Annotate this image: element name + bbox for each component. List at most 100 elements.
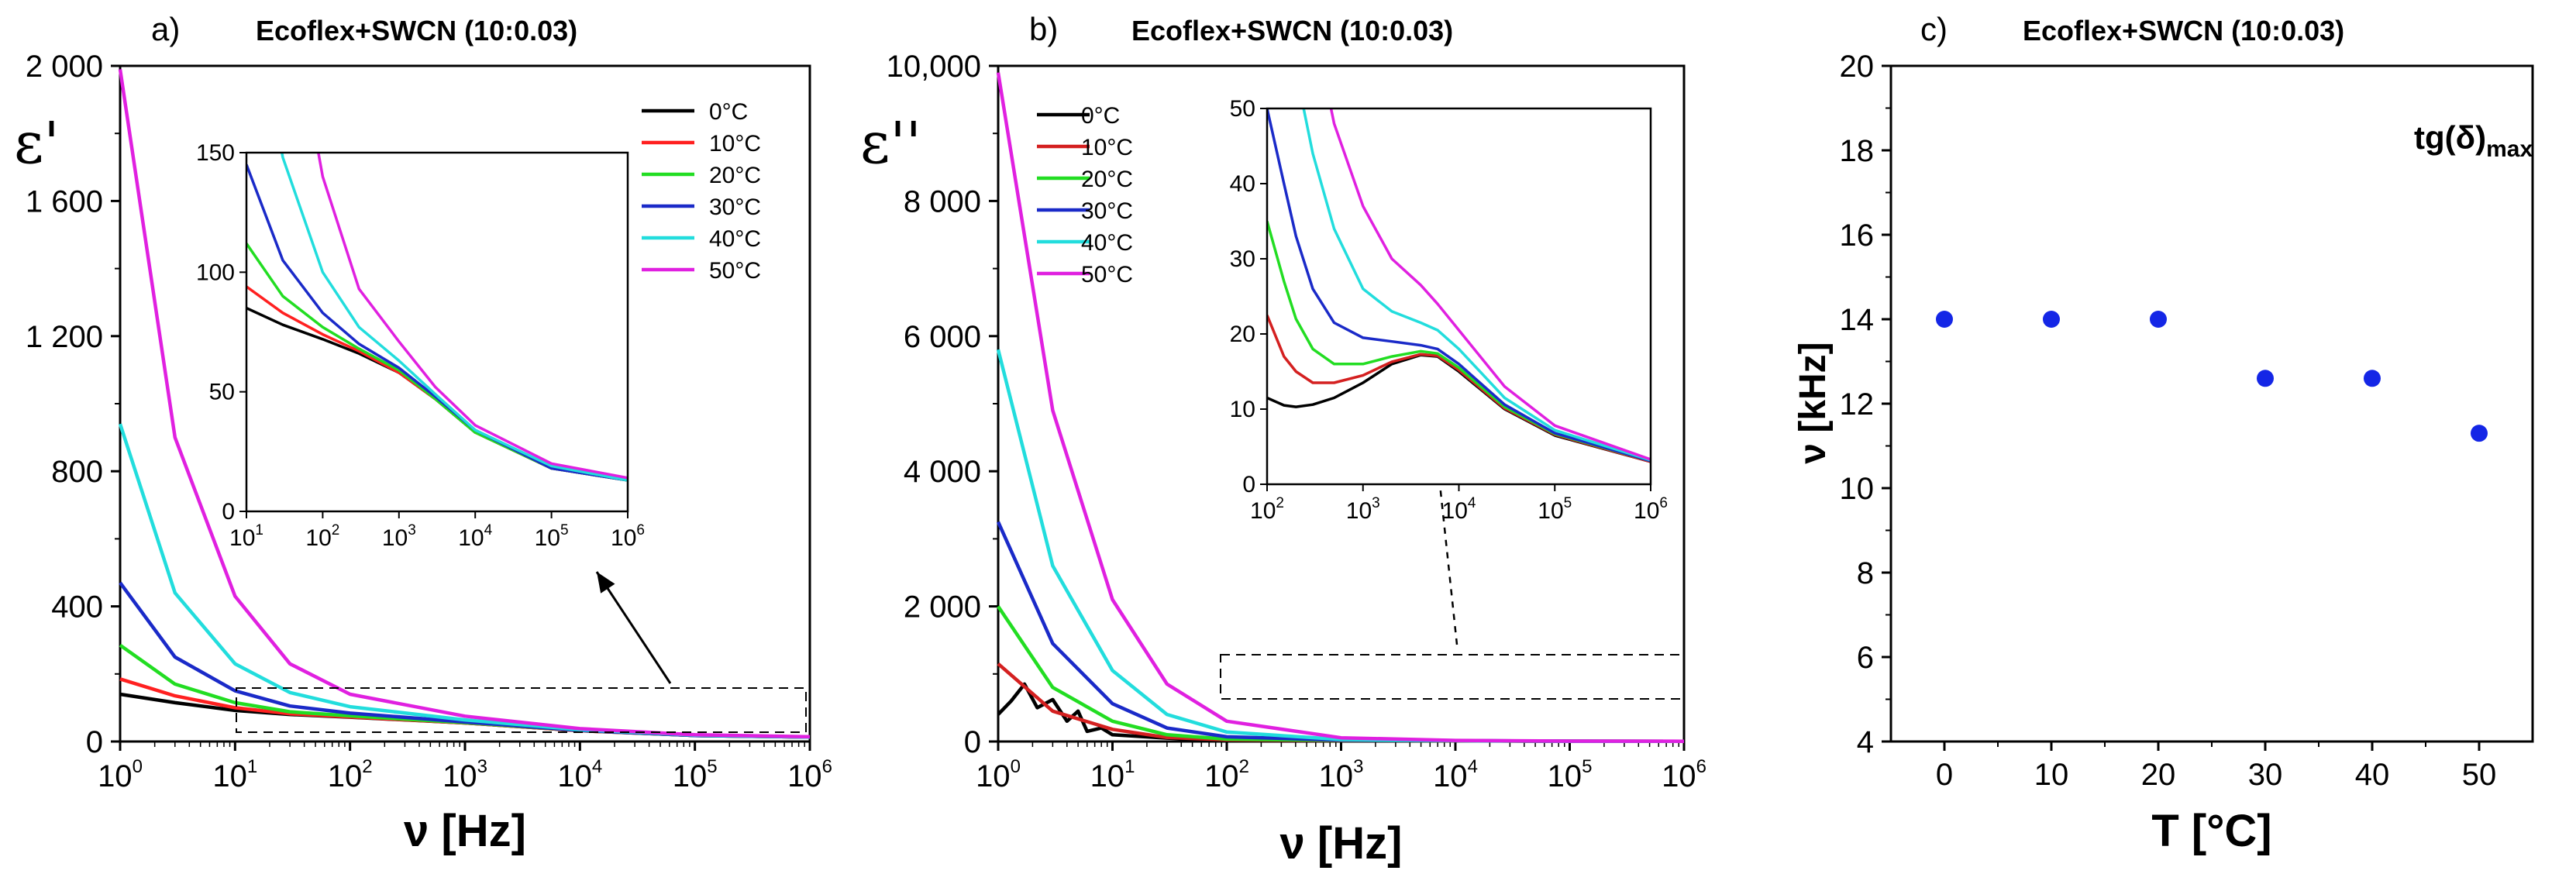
- data-point: [2364, 370, 2381, 387]
- y-tick-label: 10,000: [887, 50, 981, 84]
- inset-y-tick-label: 50: [1230, 96, 1255, 122]
- legend-label-5: 50°C: [1081, 262, 1133, 287]
- inset-y-tick-label: 40: [1230, 171, 1255, 197]
- series-line-2: [997, 605, 1685, 743]
- legend-label-1: 10°C: [709, 131, 761, 157]
- inset-y-tick-label: 0: [1242, 472, 1255, 497]
- inset-x-tick-label: 106: [1634, 495, 1668, 524]
- inset-series-line-5: [317, 153, 628, 480]
- x-axis-label: ν [Hz]: [404, 806, 526, 856]
- x-tick-label: 102: [328, 756, 373, 793]
- panel-label: a): [151, 11, 180, 47]
- x-tick-label: 101: [212, 756, 257, 793]
- legend-label-4: 40°C: [709, 226, 761, 252]
- inset-a: 0 50 100 150 101 102 103 104 105 106: [196, 140, 645, 551]
- y-tick-label: 8: [1857, 556, 1874, 590]
- y-tick-label: 18: [1840, 134, 1875, 168]
- x-axis-label: T [°C]: [2151, 806, 2271, 856]
- y-tick-label: 20: [1840, 50, 1875, 84]
- y-tick-label: 400: [51, 590, 103, 625]
- inset-series-line-3: [1267, 108, 1651, 463]
- chart-title: Ecoflex+SWCN (10:0.03): [256, 15, 577, 46]
- y-tick-label: 2 000: [26, 50, 103, 84]
- y-tick-label: 0: [86, 725, 103, 759]
- x-tick-label: 50: [2462, 758, 2497, 792]
- zoom-region-box: [236, 687, 807, 733]
- panel-a: 0 400 800 1 200 1 600 2 000 100 101 102 103 104 105…: [14, 11, 832, 856]
- inset-x-tick-label: 105: [535, 522, 569, 551]
- y-tick-label: 1 200: [26, 320, 103, 354]
- inset-series-line-4: [280, 153, 628, 482]
- y-axis-label: ν [kHz]: [1793, 342, 1834, 463]
- x-tick-label: 103: [1319, 756, 1364, 793]
- inset-x-tick-label: 105: [1538, 495, 1572, 524]
- x-tick-label: 10: [2034, 758, 2069, 792]
- y-tick-label: 0: [964, 725, 981, 759]
- series-line-5: [996, 72, 1685, 743]
- y-axis-label: ε': [14, 110, 60, 177]
- plot-frame: [1889, 64, 2534, 743]
- inset-x-tick-label: 103: [382, 522, 416, 551]
- inset-y-tick-label: 20: [1230, 322, 1255, 347]
- data-point: [2043, 311, 2060, 328]
- inset-series-line-5: [1329, 108, 1651, 461]
- inset-frame: [245, 151, 629, 513]
- x-tick-label: 100: [98, 756, 143, 793]
- y-tick-label: 6 000: [904, 320, 981, 354]
- y-tick-label: 800: [51, 455, 103, 489]
- inset-series-line-3: [246, 163, 628, 482]
- inset-x-tick-label: 104: [458, 522, 492, 551]
- y-tick-label: 4 000: [904, 455, 981, 489]
- annotation: tg(δ)max: [2414, 119, 2533, 162]
- x-tick-label: 102: [1204, 756, 1249, 793]
- series-line-3: [996, 521, 1685, 743]
- y-tick-label: 6: [1857, 641, 1874, 675]
- legend-label-3: 30°C: [1081, 198, 1133, 224]
- zoom-arrow: [595, 571, 672, 684]
- legend-label-4: 40°C: [1081, 230, 1133, 256]
- y-axis-label: ε'': [860, 110, 921, 177]
- inset-lines: [246, 153, 628, 482]
- inset-background: [246, 153, 628, 511]
- inset-b: 0 10 20 30 40 50 102 103 104 105 106: [1230, 96, 1668, 524]
- inset-x-tick-label: 106: [611, 522, 645, 551]
- inset-y-tick-label: 150: [196, 140, 235, 166]
- y-tick-label: 8 000: [904, 184, 981, 218]
- x-axis-label: ν [Hz]: [1280, 818, 1403, 869]
- x-tick-label: 0: [1936, 758, 1953, 792]
- x-tick-label: 106: [787, 756, 832, 793]
- inset-x-tick-label: 102: [305, 522, 339, 551]
- x-tick-label: 30: [2248, 758, 2283, 792]
- data-point: [2150, 311, 2167, 328]
- inset-series-line-4: [1302, 108, 1651, 462]
- inset-background: [1267, 108, 1651, 484]
- y-tick-label: 16: [1840, 218, 1875, 253]
- inset-y-tick-label: 50: [209, 380, 235, 405]
- panel-c: 4 6 8 10 12 14 16 18 20 0 10 20 30 40 50 c) Ecoflex+SWCN…: [1793, 11, 2534, 856]
- x-tick-label: 101: [1090, 756, 1135, 793]
- data-point: [2257, 370, 2274, 387]
- legend-label-2: 20°C: [709, 163, 761, 188]
- y-tick-label: 2 000: [904, 590, 981, 625]
- data-point: [2471, 425, 2488, 442]
- panel-label: c): [1920, 11, 1947, 47]
- series-line-3: [119, 581, 811, 739]
- x-tick-label: 105: [1548, 756, 1593, 793]
- panel-b: 0 2 000 4 000 6 000 8 000 10,000 100 101 102 103 1…: [860, 11, 1706, 869]
- x-tick-label: 103: [443, 756, 487, 793]
- x-tick-label: 106: [1662, 756, 1706, 793]
- x-tick-label: 104: [1433, 756, 1478, 793]
- inset-lines: [1267, 108, 1651, 463]
- y-tick-label: 1 600: [26, 184, 103, 218]
- inset-x-tick-label: 104: [1442, 495, 1476, 524]
- legend-label-5: 50°C: [709, 258, 761, 284]
- chart-title: Ecoflex+SWCN (10:0.03): [1131, 15, 1453, 46]
- x-tick-label: 100: [976, 756, 1021, 793]
- chart-title: Ecoflex+SWCN (10:0.03): [2023, 15, 2344, 46]
- inset-x-tick-label: 103: [1346, 495, 1380, 524]
- data-point: [1936, 311, 1953, 328]
- x-tick-label: 105: [673, 756, 718, 793]
- legend-label-2: 20°C: [1081, 167, 1133, 192]
- legend-label-0: 0°C: [709, 99, 748, 125]
